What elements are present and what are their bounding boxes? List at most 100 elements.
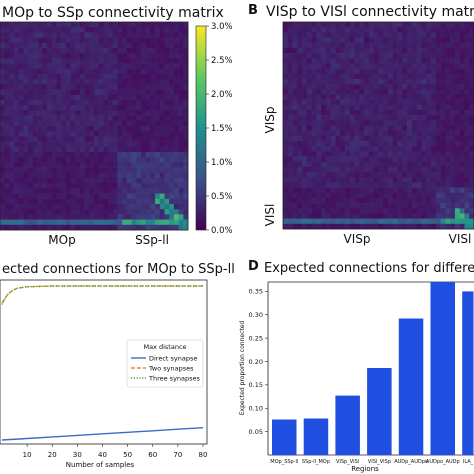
heatmap-b-cell [292, 99, 298, 106]
heatmap-a-cell [61, 74, 67, 80]
heatmap-a-cell [94, 172, 99, 179]
heatmap-b-cell [354, 156, 360, 163]
heatmap-b-cell [335, 109, 341, 116]
heatmap-a-cell [98, 79, 104, 85]
heatmap-b-cell [330, 53, 336, 59]
heatmap-a-cell [84, 204, 90, 210]
heatmap-b-cell [325, 182, 332, 188]
heatmap-a-cell [164, 219, 170, 226]
colorbar-tick-label: 1.0% [211, 158, 233, 168]
heatmap-b-cell [411, 53, 418, 59]
heatmap-b-cell [450, 146, 456, 152]
heatmap-a-cell [75, 193, 81, 200]
heatmap-b-cell [445, 161, 451, 168]
heatmap-b-cell [335, 89, 341, 95]
heatmap-a-cell [98, 183, 104, 189]
heatmap-a-cell [89, 89, 95, 96]
heatmap-b-cell [321, 208, 327, 214]
heatmap-a-cell [56, 48, 62, 54]
heatmap-a-cell [155, 219, 161, 226]
heatmap-a-cell [14, 193, 20, 200]
heatmap-b-cell [388, 208, 394, 214]
heatmap-a-cell [84, 37, 90, 44]
heatmap-a-cell [61, 214, 67, 220]
heatmap-a-cell [98, 105, 104, 111]
heatmap-b-cell [378, 94, 384, 100]
heatmap-b-cell [292, 125, 298, 131]
heatmap-a-cell [70, 172, 76, 179]
heatmap-b-cell [383, 218, 389, 225]
heatmap-b-cell [416, 94, 422, 100]
heatmap-a-cell [145, 37, 151, 44]
heatmap-b-cell [316, 141, 322, 147]
heatmap-b-cell [378, 27, 384, 33]
heatmap-b-cell [402, 130, 408, 137]
heatmap-b-cell [431, 146, 437, 152]
heatmap-b-cell [378, 192, 384, 199]
heatmap-b-cell [316, 109, 322, 116]
heatmap-a-cell [173, 105, 179, 111]
heatmap-a-cell [183, 126, 189, 132]
heatmap-b-cell [340, 104, 346, 111]
heatmap-b-cell [325, 187, 332, 194]
heatmap-b-cell [287, 47, 293, 54]
heatmap-a-cell [61, 100, 67, 106]
heatmap-b-cell [397, 218, 403, 225]
heatmap-a-cell [159, 68, 165, 75]
heatmap-b-cell [373, 197, 379, 204]
heatmap-b-cell [416, 53, 422, 59]
heatmap-a-cell [79, 193, 85, 200]
heatmap-a-cell [42, 89, 48, 96]
heatmap-a-cell [164, 115, 170, 122]
heatmap-a-cell [150, 110, 156, 116]
heatmap-a-cell [56, 157, 62, 163]
heatmap-b-cell [416, 146, 422, 152]
heatmap-b-cell [440, 63, 446, 69]
heatmap-a-cell [136, 115, 142, 122]
heatmap-b-cell [302, 104, 308, 111]
heatmap-a-cell [14, 120, 20, 127]
heatmap-b-cell [359, 37, 365, 43]
heatmap-a-cell [159, 100, 165, 106]
heatmap-a-cell [169, 115, 175, 122]
heatmap-b-cell [330, 63, 336, 69]
heatmap-a-cell [18, 100, 24, 106]
heatmap-a-cell [70, 53, 76, 59]
heatmap-a-cell [173, 115, 179, 122]
heatmap-b-cell [411, 68, 418, 75]
heatmap-b-cell [459, 32, 465, 38]
heatmap-b-cell [407, 156, 413, 163]
heatmap-b-cell [354, 42, 360, 49]
heatmap-b-cell [445, 42, 451, 49]
heatmap-b-cell [411, 135, 418, 142]
heatmap-b-cell [292, 84, 298, 90]
heatmap-a-cell [0, 209, 5, 215]
heatmap-a-cell [103, 224, 109, 231]
heatmap-b-cell [340, 58, 346, 64]
heatmap-b-cell [302, 203, 308, 209]
heatmap-a-cell [42, 27, 48, 33]
heatmap-b-cell [345, 135, 351, 142]
heatmap-b-cell [316, 125, 322, 131]
heatmap-a-cell [47, 42, 52, 49]
heatmap-b-cell [388, 47, 394, 54]
heatmap-a-cell [164, 63, 170, 70]
heatmap-b-cell [397, 37, 403, 43]
heatmap-a-cell [173, 58, 179, 64]
heatmap-a-cell [159, 79, 165, 85]
heatmap-a-cell [141, 120, 146, 127]
heatmap-b-cell [402, 203, 408, 209]
heatmap-b-cell [435, 120, 441, 126]
heatmap-b-cell [349, 53, 355, 59]
heatmap-b-cell [421, 172, 427, 178]
heatmap-b-cell [354, 125, 360, 131]
heatmap-b-cell [464, 218, 470, 225]
heatmap-a-cell [112, 100, 118, 106]
heatmap-b-cell [349, 94, 355, 100]
heatmap-b-cell [354, 47, 360, 54]
heatmap-b-cell [287, 192, 293, 199]
heatmap-b-cell [311, 27, 317, 33]
heatmap-b-cell [297, 208, 303, 214]
heatmap-a-cell [103, 183, 109, 189]
heatmap-a-cell [37, 214, 43, 220]
